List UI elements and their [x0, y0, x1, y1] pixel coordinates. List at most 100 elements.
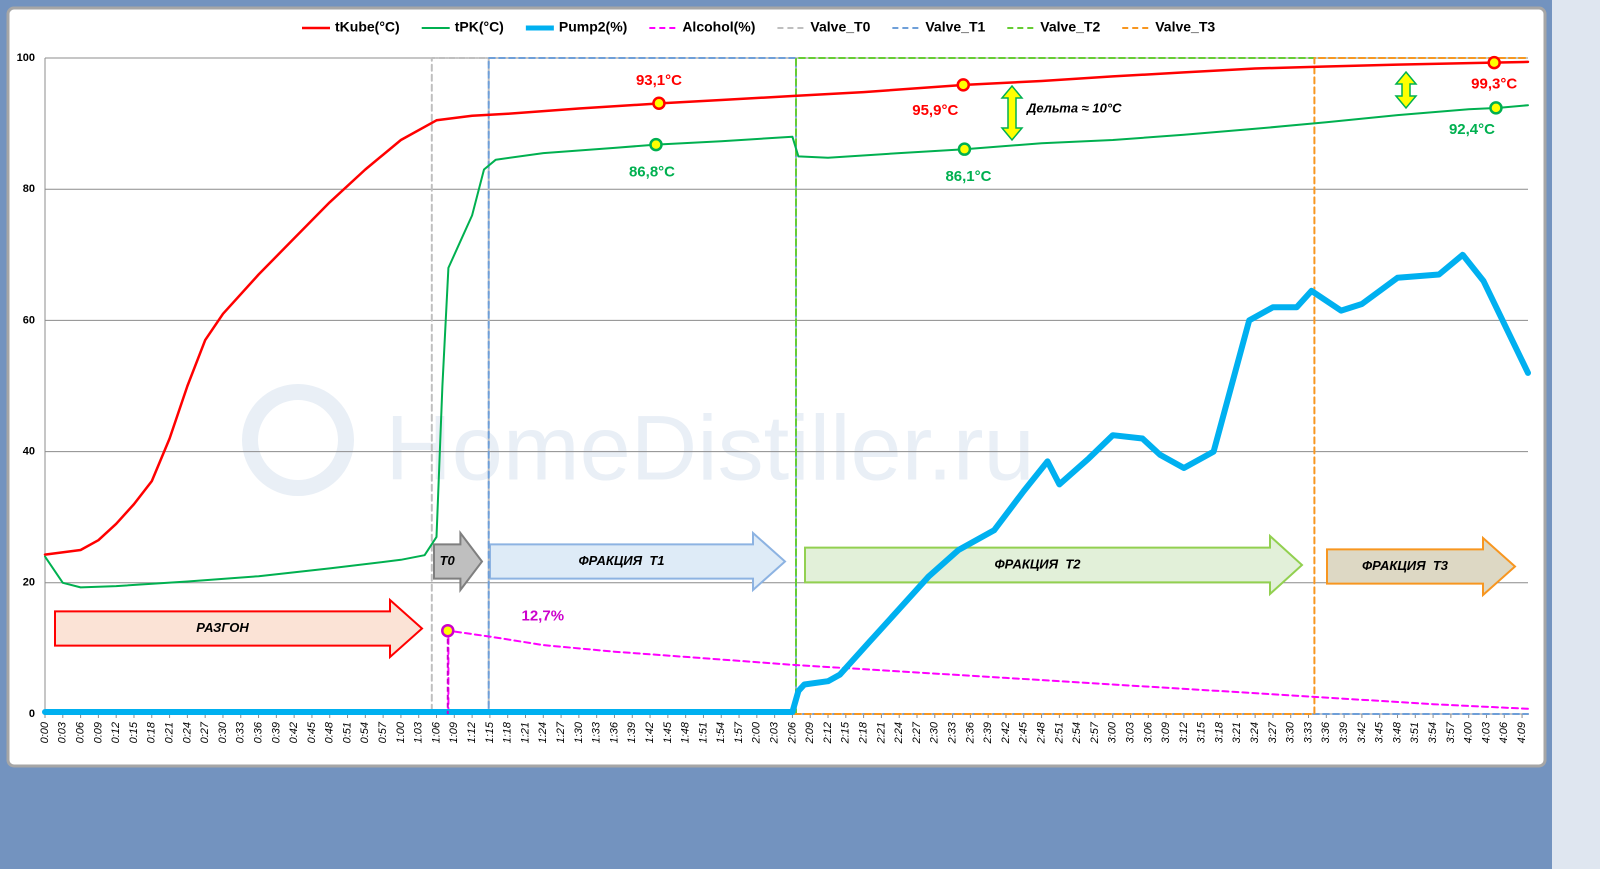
legend-label: Valve_T2	[1040, 19, 1100, 35]
x-tick-label: 2:30	[929, 721, 941, 744]
x-tick-label: 3:36	[1320, 721, 1332, 743]
x-tick-label: 2:18	[858, 721, 870, 744]
point-marker	[957, 142, 972, 156]
x-tick-label: 1:48	[680, 721, 692, 743]
x-tick-label: 2:51	[1053, 722, 1065, 744]
legend-item: Valve_T0	[777, 19, 871, 35]
side-strip	[1552, 0, 1600, 869]
legend-item: Pump2(%)	[525, 19, 627, 35]
x-tick-label: 3:09	[1160, 722, 1172, 743]
x-tick-label: 3:06	[1142, 721, 1154, 743]
x-tick-label: 2:06	[786, 721, 798, 744]
point-marker	[1487, 55, 1501, 70]
x-tick-label: 2:15	[840, 721, 852, 744]
x-tick-label: 3:48	[1391, 721, 1403, 743]
x-tick-label: 3:27	[1267, 721, 1279, 743]
y-tick-label: 0	[29, 708, 35, 720]
x-tick-label: 1:12	[466, 722, 478, 743]
delta-arrow	[1000, 84, 1024, 142]
x-tick-label: 1:24	[537, 722, 549, 743]
x-tick-label: 3:57	[1445, 721, 1457, 743]
x-tick-label: 2:57	[1089, 721, 1101, 744]
x-tick-label: 3:51	[1409, 722, 1421, 743]
x-tick-label: 3:12	[1178, 722, 1190, 743]
x-tick-label: 3:24	[1249, 722, 1261, 743]
y-tick-label: 20	[23, 577, 35, 589]
x-tick-label: 0:54	[359, 722, 371, 743]
x-tick-label: 0:48	[324, 721, 336, 743]
y-tick-label: 60	[23, 314, 35, 326]
x-tick-label: 1:00	[395, 721, 407, 743]
x-tick-label: 1:51	[697, 722, 709, 743]
x-tick-label: 3:18	[1213, 721, 1225, 743]
point-label: 92,4°C	[1449, 121, 1495, 138]
point-marker	[652, 96, 666, 111]
legend-label: Valve_T3	[1155, 19, 1215, 35]
x-tick-label: 2:54	[1071, 722, 1083, 744]
x-tick-label: 1:15	[484, 721, 496, 743]
x-tick-label: 1:54	[715, 722, 727, 743]
x-tick-label: 2:09	[804, 722, 816, 744]
x-tick-label: 3:39	[1338, 722, 1350, 743]
x-tick-label: 0:06	[74, 721, 86, 743]
phase-label: РАЗГОН	[196, 620, 249, 635]
point-label: 93,1°C	[636, 72, 682, 89]
x-tick-label: 2:36	[964, 721, 976, 744]
watermark: HomeDistiller.ru	[385, 397, 1034, 499]
x-tick-label: 2:00	[751, 721, 763, 744]
x-tick-label: 2:27	[911, 721, 923, 744]
x-tick-label: 1:36	[608, 721, 620, 743]
x-tick-label: 0:30	[217, 721, 229, 743]
y-tick-label: 40	[23, 446, 35, 458]
x-tick-label: 3:54	[1427, 722, 1439, 743]
x-tick-label: 0:18	[146, 721, 158, 743]
x-tick-label: 2:21	[875, 722, 887, 744]
x-tick-label: 0:42	[288, 722, 300, 743]
series-line	[42, 251, 1531, 715]
phase-label: ФРАКЦИЯ T1	[578, 553, 664, 568]
x-tick-label: 3:30	[1285, 721, 1297, 743]
x-tick-label: 1:18	[502, 721, 514, 743]
x-tick-label: 1:06	[430, 721, 442, 743]
x-tick-label: 2:12	[822, 722, 834, 744]
delta-arrow	[1394, 70, 1418, 110]
legend-label: tPK(°C)	[455, 19, 504, 35]
legend-label: Pump2(%)	[559, 19, 627, 35]
x-tick-label: 1:21	[519, 722, 531, 743]
point-marker	[441, 623, 455, 638]
x-tick-label: 1:39	[626, 722, 638, 743]
x-tick-label: 3:00	[1107, 721, 1119, 743]
x-tick-label: 1:27	[555, 721, 567, 743]
x-tick-label: 3:15	[1196, 721, 1208, 743]
x-tick-label: 0:09	[92, 722, 104, 743]
phase-arrow	[1326, 535, 1517, 598]
phase-arrow	[54, 597, 424, 660]
x-tick-label: 0:03	[57, 721, 69, 743]
y-tick-label: 80	[23, 183, 35, 195]
x-tick-label: 1:03	[413, 721, 425, 743]
x-tick-label: 1:30	[573, 721, 585, 743]
x-tick-label: 3:33	[1302, 721, 1314, 743]
x-tick-label: 2:45	[1018, 721, 1030, 744]
delta-label: Дельта ≈ 10°C	[1026, 100, 1122, 115]
point-marker	[649, 137, 663, 152]
x-tick-label: 1:57	[733, 721, 745, 743]
phase-label: ФРАКЦИЯ T3	[1362, 558, 1449, 573]
series-line	[44, 104, 1529, 589]
legend-label: tKube(°C)	[335, 19, 400, 35]
point-marker	[956, 78, 971, 92]
point-label: 95,9°C	[912, 102, 958, 119]
watermark-logo	[242, 384, 354, 496]
x-tick-label: 0:57	[377, 721, 389, 743]
x-tick-label: 1:45	[662, 721, 674, 743]
y-tick-label: 100	[17, 52, 35, 64]
x-tick-label: 4:00	[1463, 721, 1475, 743]
x-tick-label: 0:27	[199, 721, 211, 743]
series-line	[43, 60, 1530, 556]
point-label: 86,8°C	[629, 164, 675, 181]
x-tick-label: 3:45	[1374, 721, 1386, 743]
x-tick-label: 0:39	[270, 722, 282, 743]
x-tick-label: 0:36	[252, 721, 264, 743]
point-label: 86,1°C	[945, 168, 991, 185]
